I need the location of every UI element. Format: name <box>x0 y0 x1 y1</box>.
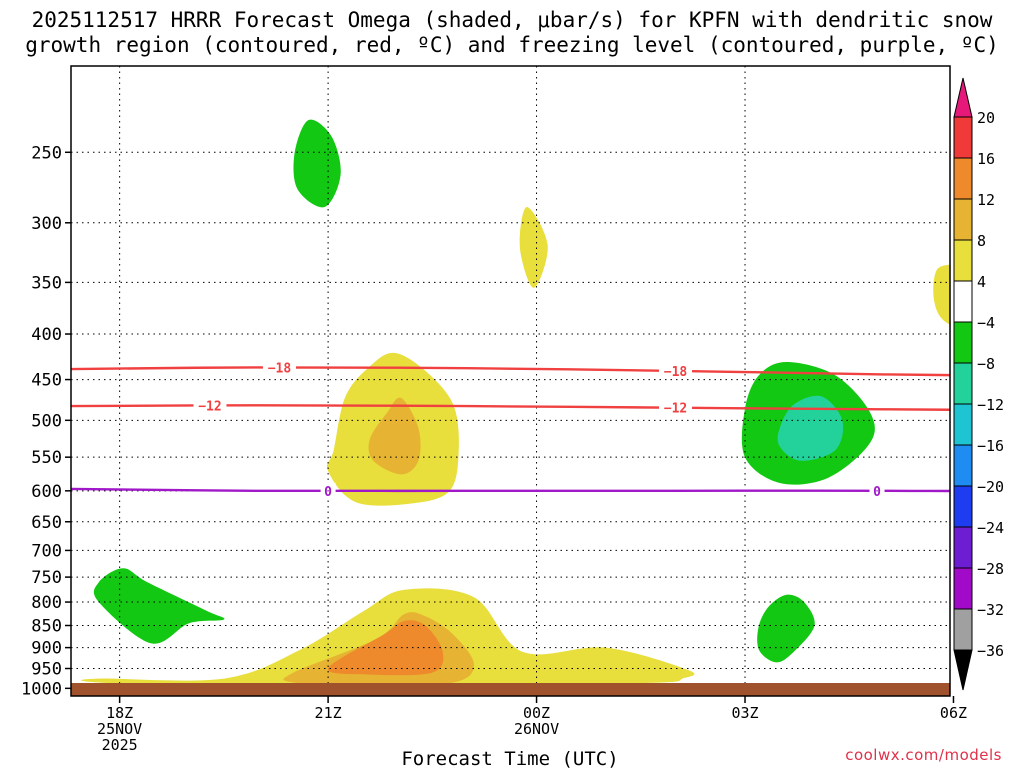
colorbar-label-1: 16 <box>977 150 995 168</box>
isotherm-label-bg-0C-1 <box>869 482 885 499</box>
watermark: coolwx.com/models <box>845 746 1002 764</box>
y-tick-label-1000: 1000 <box>21 679 62 699</box>
x-axis-label: Forecast Time (UTC) <box>401 748 618 768</box>
isotherm-label-bg--12C-0 <box>193 397 227 414</box>
colorbar-bin-10 <box>953 526 973 569</box>
y-tick-label-450: 450 <box>31 371 62 391</box>
colorbar-bin-7 <box>953 403 973 446</box>
colorbar-bin-12 <box>953 608 973 651</box>
colorbar-label-9: −20 <box>977 478 1004 496</box>
x-tick-label-18Z: 18Z <box>106 704 133 722</box>
x-tick-label-06Z: 06Z <box>940 704 967 722</box>
colorbar-top-arrow <box>953 77 973 118</box>
colorbar-label-3: 8 <box>977 232 986 250</box>
isotherm-label-bg--18C-1 <box>659 362 693 379</box>
y-tick-label-650: 650 <box>31 513 62 533</box>
y-tick-label-400: 400 <box>31 325 62 345</box>
colorbar-label-8: −16 <box>977 437 1004 455</box>
colorbar-bin-8 <box>953 444 973 487</box>
omega-green-cell-780 <box>93 568 225 644</box>
y-axis: 250 300 350 400 450 500 550 600 650 700 750 800 850 9… <box>21 143 71 699</box>
y-tick-label-950: 950 <box>31 660 62 680</box>
colorbar-bin-5 <box>953 321 973 364</box>
omega-green-cell-250 <box>293 119 341 208</box>
x-tick-label-26NOV: 26NOV <box>514 720 559 738</box>
colorbar-bin-9 <box>953 485 973 528</box>
isotherm-label--18C-0: −18 <box>268 361 292 376</box>
isotherm-label--18C-1: −18 <box>664 365 688 380</box>
colorbar-label-12: −32 <box>977 601 1004 619</box>
title-line-2: growth region (contoured, red, ºC) and f… <box>25 33 999 57</box>
colorbar-bin-0 <box>953 116 973 159</box>
y-tick-label-300: 300 <box>31 214 62 234</box>
isotherm-label--12C-0: −12 <box>198 400 221 415</box>
x-tick-label-21Z: 21Z <box>315 704 342 722</box>
omega-yellow-cell-300 <box>519 206 548 288</box>
x-tick-label-2025: 2025 <box>102 736 138 754</box>
y-tick-label-900: 900 <box>31 639 62 659</box>
colorbar-bin-1 <box>953 157 973 200</box>
colorbar-label-2: 12 <box>977 191 995 209</box>
isotherm-label-0C-0: 0 <box>324 485 332 500</box>
y-tick-label-750: 750 <box>31 568 62 588</box>
y-tick-label-600: 600 <box>31 482 62 502</box>
colorbar-bottom-arrow <box>953 649 973 691</box>
colorbar-label-10: −24 <box>977 519 1004 537</box>
colorbar-label-6: −8 <box>977 355 995 373</box>
x-axis: 18Z25NOV202521Z00Z26NOV03Z06Z09Z <box>97 696 967 754</box>
colorbar-label-5: −4 <box>977 314 995 332</box>
omega-teal-cell-500 <box>777 395 844 461</box>
omega-orange-cell-500 <box>368 397 421 475</box>
colorbar-label-13: −36 <box>977 642 1004 660</box>
x-tick-label-03Z: 03Z <box>731 704 758 722</box>
omega-green-cell-820 <box>757 594 815 663</box>
x-tick-label-25NOV: 25NOV <box>97 720 142 738</box>
colorbar-label-4: 4 <box>977 273 986 291</box>
y-tick-label-350: 350 <box>31 273 62 293</box>
y-tick-label-550: 550 <box>31 448 62 468</box>
isotherm-label-0C-1: 0 <box>873 485 881 500</box>
isotherm-label-bg--12C-1 <box>659 399 693 416</box>
y-tick-label-800: 800 <box>31 593 62 613</box>
colorbar-bin-4 <box>953 280 973 323</box>
isotherm-label-bg-0C-0 <box>320 482 336 499</box>
plot-frame <box>70 65 951 697</box>
title-line-1: 2025112517 HRRR Forecast Omega (shaded, … <box>31 8 993 32</box>
grid-lines <box>71 66 950 696</box>
omega-shading <box>80 119 950 690</box>
y-tick-label-700: 700 <box>31 541 62 561</box>
colorbar-bin-11 <box>953 567 973 610</box>
y-tick-label-500: 500 <box>31 411 62 431</box>
ground-terrain <box>71 683 950 696</box>
isotherm-label--12C-1: −12 <box>664 402 687 417</box>
colorbar-label-0: 20 <box>977 109 995 127</box>
x-tick-label-00Z: 00Z <box>523 704 550 722</box>
colorbar-label-7: −12 <box>977 396 1004 414</box>
colorbar-bin-3 <box>953 239 973 282</box>
isotherm-label-bg--18C-0 <box>262 359 296 376</box>
colorbar-label-11: −28 <box>977 560 1004 578</box>
colorbar: 20 16 12 8 4 −4 −8 −12 −16 −20 −24 −28 −32 −36 <box>953 77 1004 691</box>
omega-yellow-cell-350 <box>933 264 950 325</box>
y-tick-label-250: 250 <box>31 143 62 163</box>
y-tick-label-850: 850 <box>31 616 62 636</box>
colorbar-bin-6 <box>953 362 973 405</box>
isotherm-0C <box>71 487 950 493</box>
colorbar-bin-2 <box>953 198 973 241</box>
